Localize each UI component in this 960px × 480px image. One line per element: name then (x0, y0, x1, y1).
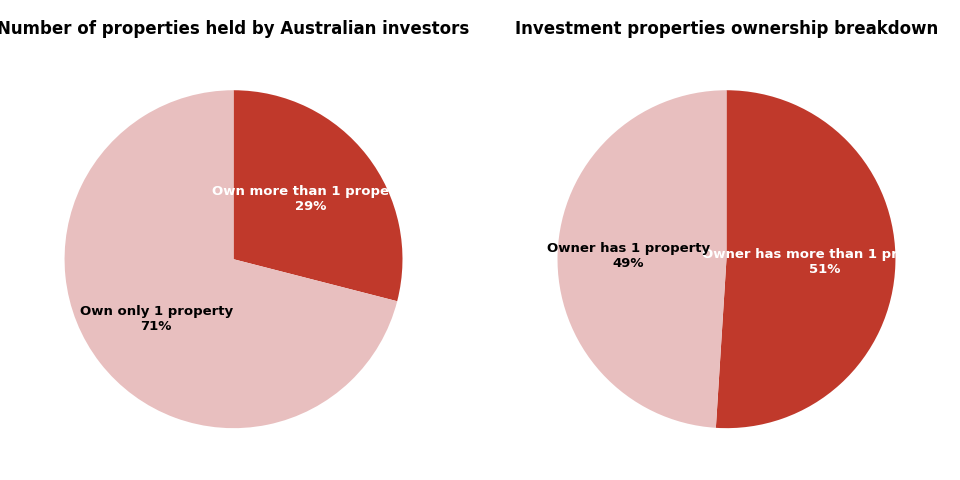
Wedge shape (233, 90, 402, 301)
Text: Own only 1 property
71%: Own only 1 property 71% (80, 305, 232, 333)
Title: Investment properties ownership breakdown: Investment properties ownership breakdow… (515, 20, 938, 38)
Text: Own more than 1 property
29%: Own more than 1 property 29% (212, 185, 410, 213)
Title: Number of properties held by Australian investors: Number of properties held by Australian … (0, 20, 469, 38)
Text: Owner has 1 property
49%: Owner has 1 property 49% (547, 242, 710, 270)
Wedge shape (64, 90, 397, 428)
Wedge shape (716, 90, 896, 428)
Text: Owner has more than 1 property
51%: Owner has more than 1 property 51% (702, 248, 947, 276)
Wedge shape (558, 90, 727, 428)
